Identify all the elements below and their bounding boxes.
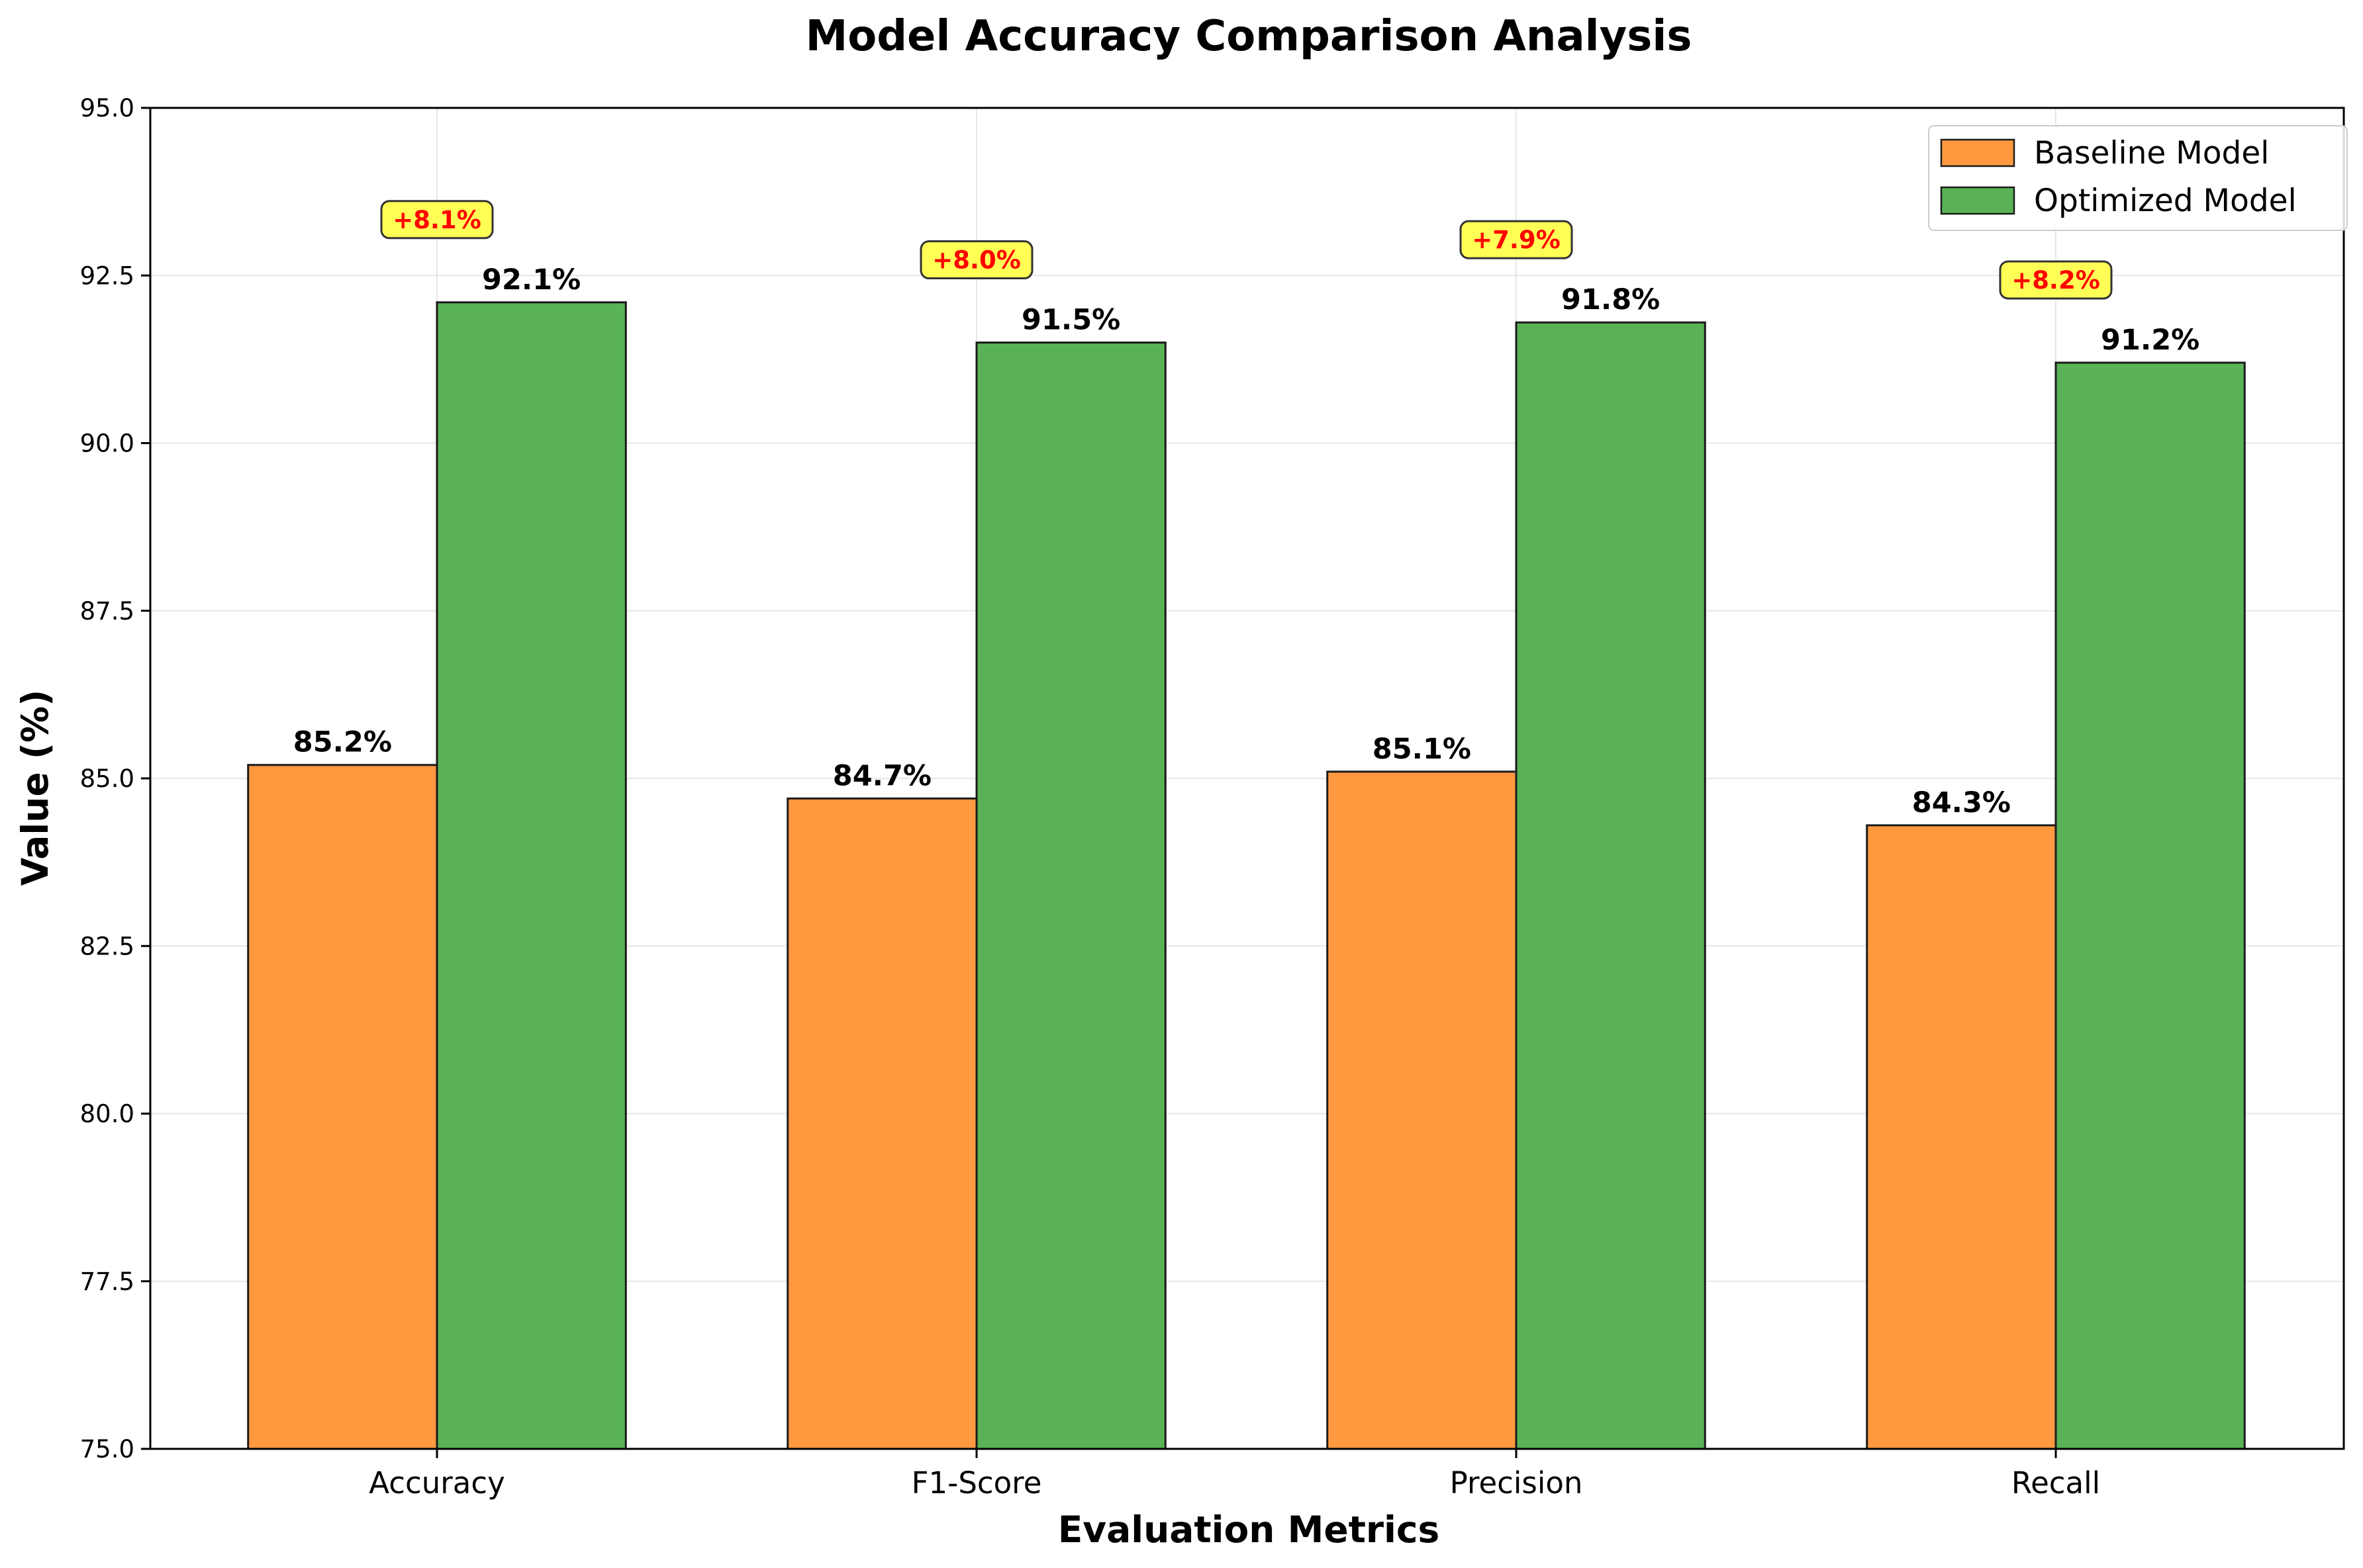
bar-optimized [436,301,627,1450]
value-label-optimized: 91.8% [1561,283,1660,316]
y-tick-label: 77.5 [80,1268,134,1296]
improvement-label: +7.9% [1472,226,1561,254]
x-tick-label: Recall [2011,1465,2100,1500]
improvement-badge [920,240,1034,280]
x-tick-label: Accuracy [369,1465,505,1500]
legend-swatch-baseline [1940,138,2015,167]
y-axis-label: Value (%) [14,690,56,886]
ticks-layer: 75.0 77.5 80.0 82.5 85.0 87.5 90.0 92.5 95.0 Accu… [80,94,2101,1500]
improvement-badge [380,200,494,240]
value-label-baseline: 85.1% [1373,733,1471,766]
improvement-label: +8.1% [393,206,481,234]
legend: Baseline Model Optimized Model [1928,125,2348,231]
y-tick-label: 85.0 [80,764,134,793]
improvement-badge [1459,220,1573,259]
x-axis-label: Evaluation Metrics [1058,1508,1440,1551]
legend-swatch-optimized [1940,186,2015,215]
legend-label-optimized: Optimized Model [2034,183,2297,219]
bar-optimized [975,342,1167,1450]
bars-layer [247,301,2246,1450]
bar-baseline [1866,824,2057,1450]
y-tick-label: 82.5 [80,932,134,960]
legend-label-baseline: Baseline Model [2034,135,2269,171]
y-tick-label: 95.0 [80,94,134,122]
bar-optimized [2054,361,2246,1450]
x-tick-label: Precision [1450,1465,1583,1500]
value-label-baseline: 84.3% [1912,786,2011,819]
value-label-baseline: 85.2% [293,726,392,759]
improvement-badge [1999,260,2113,300]
value-label-optimized: 91.2% [2101,324,2199,357]
chart-title: Model Accuracy Comparison Analysis [806,12,1692,61]
value-label-optimized: 91.5% [1022,304,1120,337]
bar-baseline [787,797,978,1450]
legend-frame [1928,125,2348,231]
bar-baseline [1326,770,1518,1450]
value-label-optimized: 92.1% [482,263,581,297]
y-tick-label: 92.5 [80,261,134,290]
improvement-label: +8.0% [932,246,1021,275]
value-label-baseline: 84.7% [833,759,932,792]
bar-optimized [1515,321,1706,1450]
y-tick-label: 90.0 [80,430,134,458]
y-tick-label: 75.0 [80,1435,134,1463]
labels-layer: 85.2% 84.7% 85.1% 84.3% 92.1% 91.5% 91.8% 91.2%… [293,200,2199,819]
y-tick-label: 87.5 [80,597,134,625]
improvement-label: +8.2% [2011,266,2100,295]
x-tick-label: F1-Score [912,1465,1042,1500]
y-tick-label: 80.0 [80,1100,134,1129]
bar-baseline [247,764,438,1450]
